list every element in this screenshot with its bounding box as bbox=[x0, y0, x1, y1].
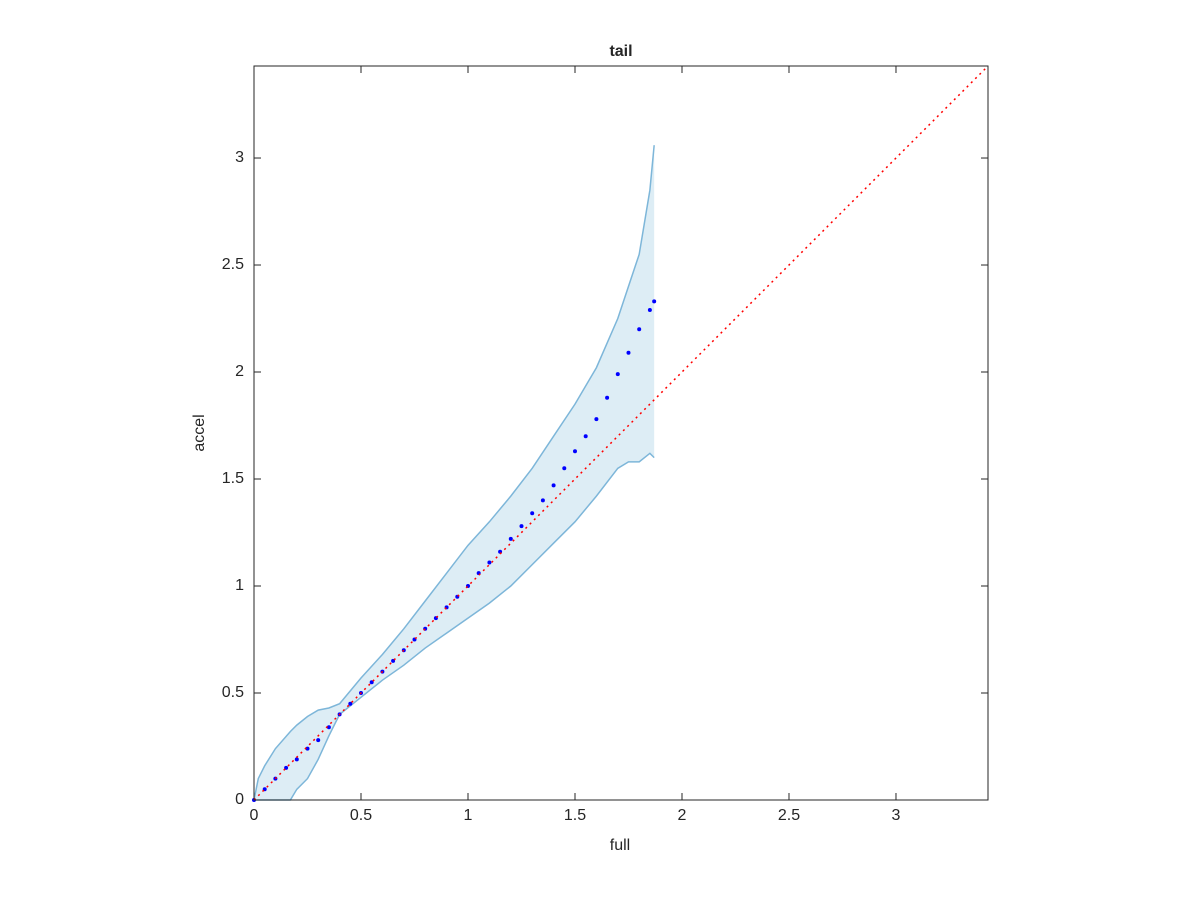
x-tick-label: 2 bbox=[678, 807, 687, 824]
point bbox=[487, 560, 492, 565]
y-tick-label: 1.5 bbox=[222, 470, 244, 487]
point bbox=[326, 725, 331, 730]
y-tick-label: 2.5 bbox=[222, 256, 244, 273]
x-tick-label: 3 bbox=[892, 807, 901, 824]
plot-frame bbox=[253, 65, 989, 801]
point bbox=[583, 434, 588, 439]
point bbox=[530, 511, 535, 516]
chart-title: tail bbox=[609, 43, 632, 60]
x-tick-label: 1 bbox=[464, 807, 473, 824]
band-upper-edge bbox=[253, 145, 655, 801]
y-axis-label: accel bbox=[191, 414, 208, 451]
point bbox=[508, 536, 513, 541]
point bbox=[647, 307, 652, 312]
point bbox=[294, 757, 299, 762]
band-fill bbox=[254, 145, 655, 800]
point bbox=[540, 498, 545, 503]
x-tick-label: 1.5 bbox=[564, 807, 586, 824]
point bbox=[305, 746, 310, 751]
y-tick-label: 0.5 bbox=[222, 684, 244, 701]
point bbox=[637, 327, 642, 332]
point bbox=[551, 483, 556, 488]
point bbox=[369, 680, 374, 685]
x-axis-label: full bbox=[610, 837, 630, 854]
point bbox=[562, 466, 567, 471]
point bbox=[652, 299, 657, 304]
point bbox=[615, 372, 620, 377]
point bbox=[519, 524, 524, 529]
y-tick-label: 3 bbox=[235, 149, 244, 166]
x-tick-label: 2.5 bbox=[778, 807, 800, 824]
point bbox=[594, 417, 599, 422]
point bbox=[626, 350, 631, 355]
x-tick-label: 0.5 bbox=[350, 807, 372, 824]
band-lower-edge bbox=[254, 452, 655, 801]
point bbox=[605, 395, 610, 400]
x-tick-label: 0 bbox=[250, 807, 259, 824]
point bbox=[316, 738, 321, 743]
y-tick-label: 2 bbox=[235, 363, 244, 380]
point bbox=[572, 449, 577, 454]
reference-line bbox=[253, 65, 989, 801]
y-tick-label: 0 bbox=[235, 791, 244, 808]
y-tick-label: 1 bbox=[235, 577, 244, 594]
point bbox=[348, 701, 353, 706]
